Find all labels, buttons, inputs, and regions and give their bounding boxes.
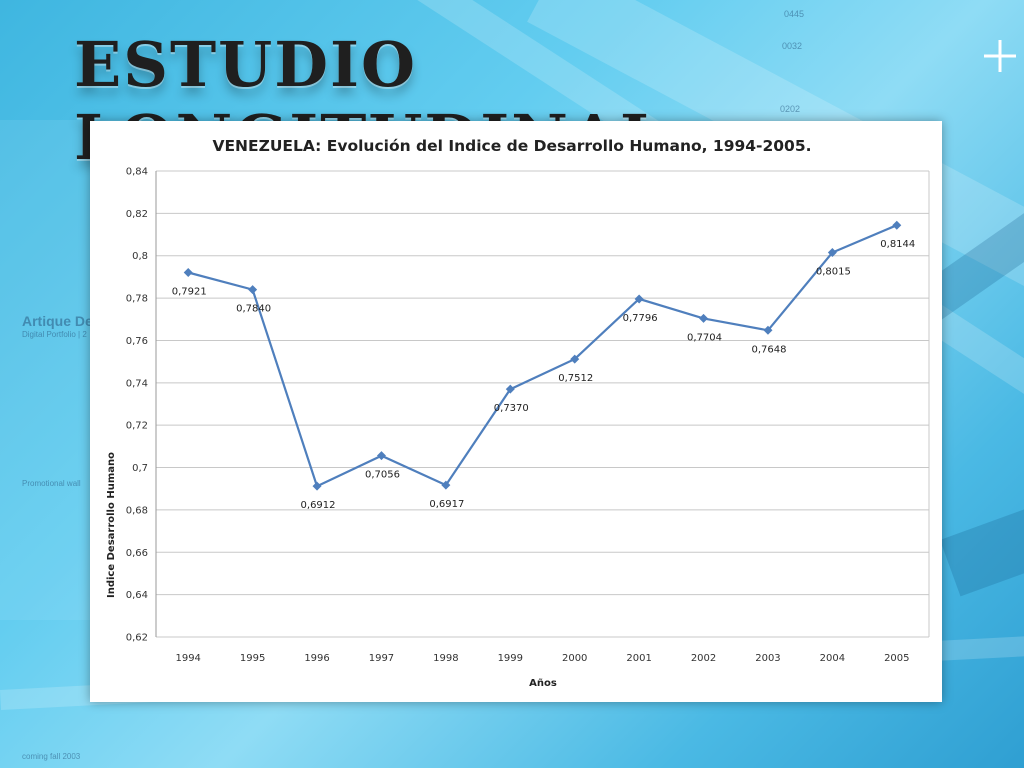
- data-value-label: 0,8144: [880, 239, 915, 250]
- x-tick-label: 1995: [240, 653, 265, 664]
- data-value-label: 0,7704: [687, 332, 722, 343]
- x-tick-label: 2001: [626, 653, 651, 664]
- y-tick-label: 0,62: [126, 633, 148, 644]
- data-value-label: 0,7056: [365, 470, 400, 481]
- y-tick-label: 0,68: [126, 505, 148, 516]
- y-axis-ticks: 0,62 0,64 0,66 0,68 0,7 0,72 0,74 0,76 0,78 0,8 0,…: [126, 167, 148, 644]
- data-point: [312, 481, 322, 491]
- x-tick-label: 1997: [369, 653, 394, 664]
- data-value-label: 0,7512: [558, 373, 593, 384]
- data-point: [376, 451, 386, 461]
- y-axis-label: Indice Desarrollo Humano: [106, 452, 117, 598]
- series-line: [187, 224, 898, 488]
- data-value-label: 0,7648: [751, 344, 786, 355]
- bg-promo-text: Promotional wall: [22, 479, 81, 488]
- y-tick-label: 0,74: [126, 378, 148, 389]
- x-tick-label: 2002: [691, 653, 716, 664]
- data-point: [505, 384, 515, 394]
- data-value-label: 0,8015: [816, 267, 851, 278]
- data-labels: 0,7921 0,7840 0,6912 0,7056 0,6917 0,7370 0,75…: [172, 239, 916, 511]
- data-value-label: 0,6912: [301, 500, 336, 511]
- data-markers: [183, 220, 902, 491]
- x-tick-label: 1994: [175, 653, 200, 664]
- data-value-label: 0,7370: [494, 403, 529, 414]
- data-point: [634, 294, 644, 304]
- bg-number-1: 0445: [784, 9, 805, 19]
- x-tick-label: 1999: [498, 653, 523, 664]
- y-tick-label: 0,8: [132, 251, 148, 262]
- data-value-label: 0,6917: [429, 499, 464, 510]
- x-tick-label: 1996: [304, 653, 329, 664]
- data-point: [892, 220, 902, 230]
- y-tick-label: 0,66: [126, 548, 148, 559]
- data-point: [827, 248, 837, 258]
- y-tick-label: 0,64: [126, 590, 148, 601]
- y-tick-label: 0,72: [126, 421, 148, 432]
- x-tick-label: 2000: [562, 653, 587, 664]
- x-tick-label: 2005: [884, 653, 909, 664]
- data-value-label: 0,7840: [236, 304, 271, 315]
- y-tick-label: 0,78: [126, 294, 148, 305]
- data-point: [441, 480, 451, 490]
- y-tick-label: 0,76: [126, 336, 148, 347]
- x-axis-label: Años: [529, 678, 557, 689]
- bg-footer-text: coming fall 2003: [22, 752, 81, 761]
- data-point: [183, 267, 193, 277]
- data-point: [248, 285, 258, 295]
- y-tick-label: 0,84: [126, 167, 148, 178]
- y-tick-label: 0,7: [132, 463, 148, 474]
- chart-title: VENEZUELA: Evolución del Indice de Desar…: [212, 137, 811, 155]
- data-point: [570, 354, 580, 364]
- x-tick-label: 2004: [820, 653, 845, 664]
- chart-panel: VENEZUELA: Evolución del Indice de Desar…: [90, 121, 942, 702]
- data-value-label: 0,7921: [172, 286, 207, 297]
- data-value-label: 0,7796: [623, 313, 658, 324]
- line-chart: VENEZUELA: Evolución del Indice de Desar…: [106, 137, 930, 689]
- x-tick-label: 1998: [433, 653, 458, 664]
- grid-lines: [155, 170, 930, 638]
- x-tick-label: 2003: [755, 653, 780, 664]
- x-axis-ticks: 1994 1995 1996 1997 1998 1999 2000 2001 2002 2003…: [175, 653, 909, 664]
- data-point: [763, 325, 773, 335]
- data-point: [699, 313, 709, 323]
- bg-brand-subtext: Digital Portfolio | 2: [22, 330, 87, 339]
- bg-brand-text: Artique De: [22, 313, 93, 329]
- y-tick-label: 0,82: [126, 209, 148, 220]
